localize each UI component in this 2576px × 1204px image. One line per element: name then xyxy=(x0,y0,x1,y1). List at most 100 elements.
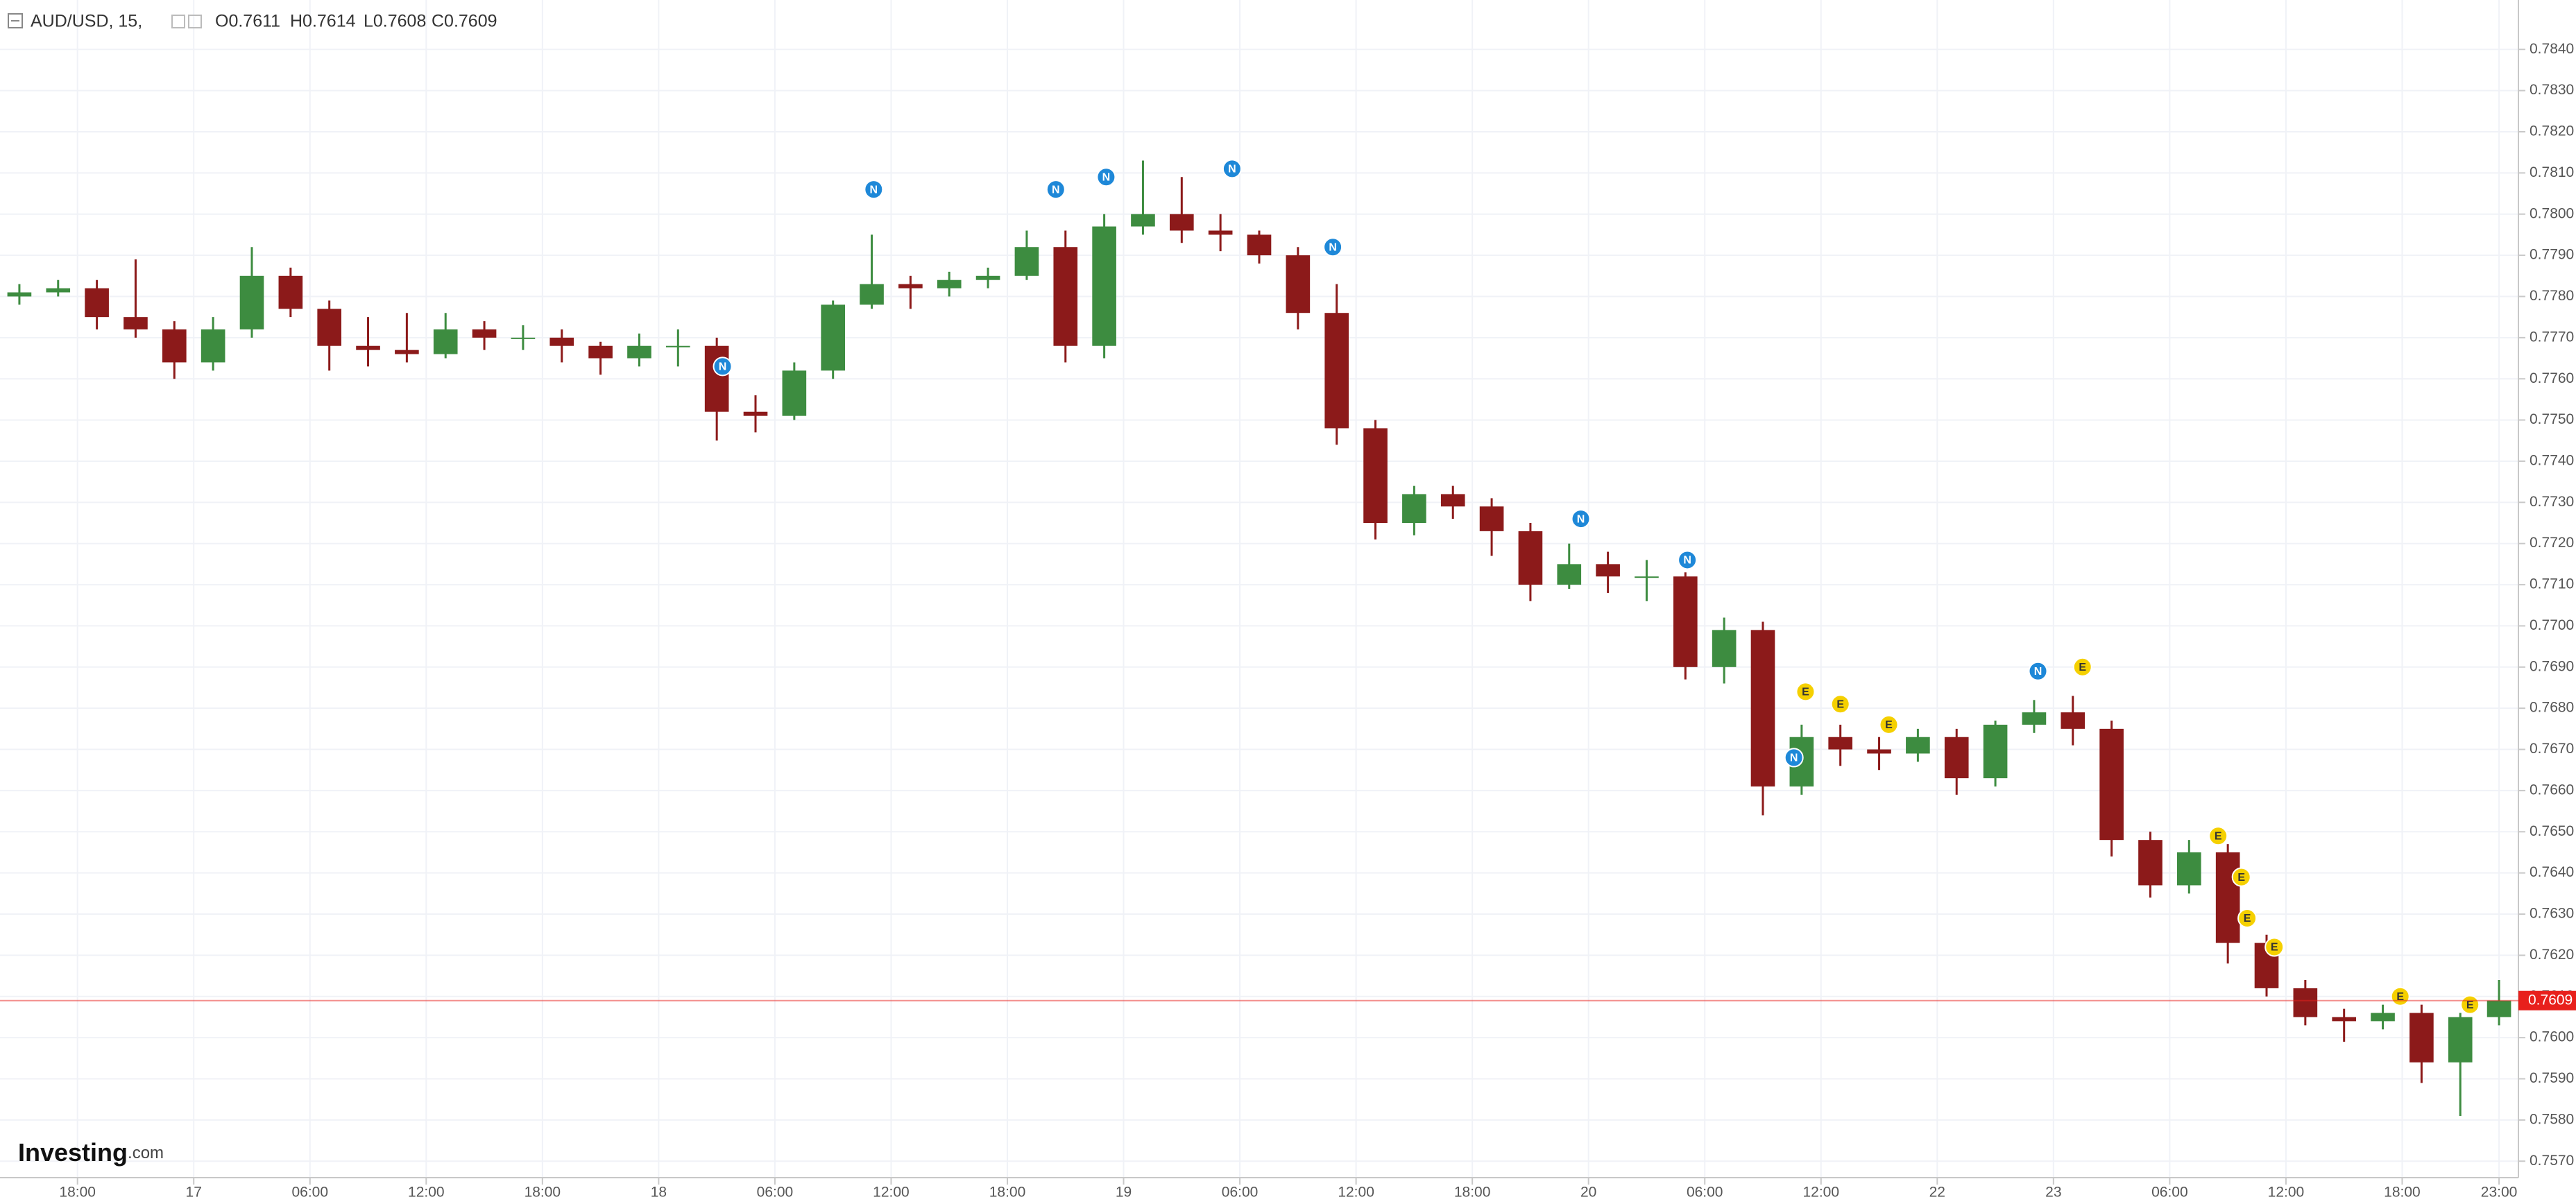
event-label: E xyxy=(1802,687,1809,698)
y-tick-label: 0.7740 xyxy=(2530,452,2574,468)
candle-body xyxy=(898,284,923,289)
symbol: AUD/USD, 15, xyxy=(31,12,142,31)
candle-body xyxy=(1402,494,1426,524)
y-tick-label: 0.7700 xyxy=(2530,617,2574,633)
candle-body xyxy=(1712,630,1737,667)
candle-body xyxy=(2176,852,2201,886)
candle-body xyxy=(549,337,574,346)
x-tick-label: 06:00 xyxy=(291,1185,328,1201)
event-marker[interactable] xyxy=(1323,237,1343,257)
event-marker[interactable] xyxy=(1222,159,1242,179)
x-tick-label: 12:00 xyxy=(408,1185,445,1201)
candle-body xyxy=(2022,712,2047,725)
event-marker[interactable] xyxy=(1784,748,1804,768)
x-tick-label: 23 xyxy=(2045,1185,2061,1201)
event-label: N xyxy=(1228,164,1236,175)
y-tick-label: 0.7790 xyxy=(2530,247,2574,263)
candle-body xyxy=(123,317,148,329)
event-label: E xyxy=(2466,999,2474,1011)
event-marker[interactable] xyxy=(713,356,733,377)
candle-body xyxy=(2293,988,2318,1017)
event-marker[interactable] xyxy=(2237,908,2258,928)
candle-body xyxy=(1014,247,1039,276)
event-marker[interactable] xyxy=(2231,867,2251,887)
x-tick-label: 06:00 xyxy=(1687,1185,1723,1201)
event-marker[interactable] xyxy=(1795,682,1816,702)
x-tick-label: 18 xyxy=(651,1185,667,1201)
event-label: E xyxy=(1885,719,1893,731)
last-price-tag xyxy=(2518,990,2576,1011)
event-marker[interactable] xyxy=(864,180,884,200)
y-tick-label: 0.7780 xyxy=(2530,288,2574,304)
y-tick-label: 0.7660 xyxy=(2530,782,2574,798)
y-tick-label: 0.7570 xyxy=(2530,1153,2574,1169)
logo: Investing.com xyxy=(18,1138,164,1167)
candle-body xyxy=(7,292,32,297)
collapse-icon[interactable] xyxy=(8,13,23,28)
y-tick-label: 0.7750 xyxy=(2530,411,2574,427)
settings-icon[interactable] xyxy=(171,15,185,28)
candle-body xyxy=(627,345,651,359)
event-label: N xyxy=(2034,666,2042,678)
candle-body xyxy=(2099,728,2124,841)
x-tick-label: 18:00 xyxy=(989,1185,1026,1201)
candle-body xyxy=(239,275,264,329)
candle-body xyxy=(860,284,884,305)
event-marker[interactable] xyxy=(1571,509,1591,529)
candle-body xyxy=(2215,852,2240,943)
event-marker[interactable] xyxy=(2208,826,2228,846)
candle-body xyxy=(704,345,729,412)
event-label: E xyxy=(2215,830,2222,842)
candle-body xyxy=(1557,564,1582,585)
candle-body xyxy=(1324,313,1349,429)
candle-body xyxy=(85,288,109,318)
event-label: E xyxy=(2237,872,2245,884)
candle-body xyxy=(665,345,690,347)
candle-body xyxy=(1750,630,1775,786)
candles: N N N N N N N N N N E E E E E E E E E E xyxy=(7,159,2511,1116)
candle-body xyxy=(975,275,1000,280)
candle-body xyxy=(1944,737,1969,779)
event-label: E xyxy=(2079,662,2086,673)
x-tick-label: 19 xyxy=(1116,1185,1132,1201)
y-tick-label: 0.7840 xyxy=(2530,41,2574,57)
candle-body xyxy=(1635,576,1659,578)
last-price-label: 0.7609 xyxy=(2528,992,2573,1008)
event-marker[interactable] xyxy=(1046,180,1066,200)
candle-body xyxy=(395,350,419,354)
event-marker[interactable] xyxy=(2028,661,2048,681)
y-tick-label: 0.7580 xyxy=(2530,1111,2574,1127)
y-tick-label: 0.7650 xyxy=(2530,823,2574,839)
y-tick-label: 0.7600 xyxy=(2530,1029,2574,1045)
event-marker[interactable] xyxy=(1678,550,1698,570)
event-label: N xyxy=(1102,172,1111,184)
y-tick-label: 0.7680 xyxy=(2530,700,2574,716)
candle-body xyxy=(356,345,380,350)
logo-main: Investing xyxy=(18,1138,128,1167)
event-marker[interactable] xyxy=(2264,937,2285,957)
candle-body xyxy=(511,337,536,339)
event-marker[interactable] xyxy=(1830,694,1850,714)
ohlc-high: H0.7614 xyxy=(290,12,356,31)
candle-body xyxy=(2487,1000,2511,1017)
y-tick-label: 0.7640 xyxy=(2530,864,2574,880)
candle-body xyxy=(1131,214,1155,227)
candle-body xyxy=(1479,506,1504,531)
y-tick-label: 0.7820 xyxy=(2530,123,2574,139)
event-marker[interactable] xyxy=(1879,714,1899,734)
event-marker[interactable] xyxy=(1096,167,1116,187)
x-tick-label: 12:00 xyxy=(873,1185,910,1201)
candle-body xyxy=(937,280,962,289)
close-icon[interactable] xyxy=(188,15,202,28)
y-tick-label: 0.7730 xyxy=(2530,494,2574,510)
grid xyxy=(0,0,2518,1178)
candle-body xyxy=(317,309,342,346)
event-marker[interactable] xyxy=(2072,657,2092,677)
candle-body xyxy=(162,329,187,363)
ohlc-low: L0.7608 xyxy=(364,12,426,31)
candle-body xyxy=(1247,234,1272,256)
y-tick-label: 0.7760 xyxy=(2530,370,2574,386)
candle-body xyxy=(278,275,303,309)
